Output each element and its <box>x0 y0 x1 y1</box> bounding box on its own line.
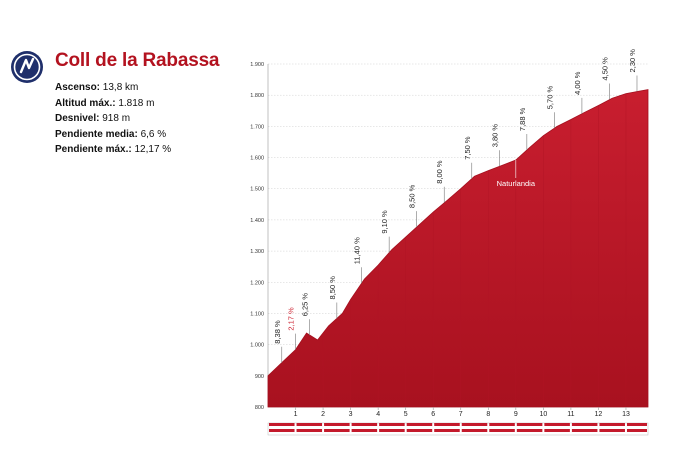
km-bar-segment <box>296 429 323 432</box>
stat-average-grade: Pendiente media: 6,6 % <box>55 127 171 143</box>
x-tick-label: 5 <box>404 411 408 418</box>
km-bar-segment <box>626 423 647 426</box>
gradient-label: 5,70 % <box>545 86 554 110</box>
climb-title: Coll de la Rabassa <box>55 50 220 71</box>
annotation-label: Naturlandia <box>497 179 536 188</box>
stat-label: Pendiente máx.: <box>55 144 132 155</box>
km-bar-segment <box>489 423 515 426</box>
gradient-label: 7,50 % <box>463 136 472 160</box>
km-bar-segment <box>324 429 350 432</box>
y-tick-label: 1.500 <box>250 187 264 193</box>
stat-label: Pendiente media: <box>55 128 138 140</box>
x-tick-label: 13 <box>622 411 630 418</box>
km-bar-segment <box>269 429 295 432</box>
x-tick-label: 1 <box>294 411 298 418</box>
cyclist-logo-icon <box>11 51 43 83</box>
y-tick-label: 1.600 <box>250 156 264 162</box>
km-bar-segment <box>434 429 460 432</box>
x-tick-label: 9 <box>514 411 518 418</box>
stat-value: 918 m <box>102 113 131 124</box>
km-bar-segment <box>351 423 378 426</box>
km-bar-segment <box>544 423 570 426</box>
stat-elevation-gain: Desnivel: 918 m <box>55 111 171 127</box>
y-tick-label: 1.000 <box>250 343 264 349</box>
km-bar-segment <box>406 429 433 432</box>
gradient-label: 2,30 % <box>628 49 637 73</box>
x-tick-label: 8 <box>486 411 490 418</box>
km-bar-segment <box>489 429 515 432</box>
y-tick-label: 1.300 <box>250 249 264 255</box>
x-tick-label: 4 <box>376 411 380 418</box>
x-tick-label: 2 <box>321 411 325 418</box>
stat-label: Desnivel: <box>55 113 100 124</box>
km-bar-segment <box>571 423 598 426</box>
km-bar-segment <box>516 429 543 432</box>
gradient-label: 8,00 % <box>435 160 444 184</box>
gradient-label: 8,38 % <box>273 320 282 344</box>
stat-max-altitude: Altitud máx.: 1.818 m <box>55 96 171 112</box>
km-bar-segment <box>461 429 488 432</box>
x-tick-label: 12 <box>595 411 603 418</box>
gradient-label: 2,17 % <box>287 307 296 331</box>
y-tick-label: 800 <box>255 405 264 411</box>
gradient-label: 9,10 % <box>380 210 389 234</box>
y-tick-label: 1.800 <box>250 93 264 99</box>
y-tick-label: 1.900 <box>250 62 264 68</box>
x-tick-label: 6 <box>431 411 435 418</box>
stat-ascent: Ascenso: 13,8 km <box>55 80 171 96</box>
stat-label: Altitud máx.: <box>55 97 116 109</box>
gradient-label: 11,40 % <box>353 237 362 264</box>
km-bar-segment <box>351 429 378 432</box>
stat-label: Ascenso: <box>55 82 101 93</box>
gradient-label: 4,00 % <box>573 71 582 95</box>
y-tick-label: 1.200 <box>250 280 264 286</box>
gradient-label: 6,25 % <box>300 293 309 317</box>
stat-max-grade: Pendiente máx.: 12,17 % <box>55 142 171 158</box>
km-bar-segment <box>434 423 460 426</box>
km-bar-segment <box>379 423 405 426</box>
km-bar-segment <box>406 423 433 426</box>
gradient-label: 3,80 % <box>490 124 499 148</box>
gradient-label: 4,50 % <box>600 57 609 81</box>
y-tick-label: 1.100 <box>250 311 264 317</box>
km-bar-segment <box>324 423 350 426</box>
km-bar-segment <box>516 423 543 426</box>
stat-value: 13,8 km <box>102 82 139 93</box>
y-tick-label: 1.700 <box>250 124 264 130</box>
x-tick-label: 11 <box>567 411 574 418</box>
stat-value: 1.818 m <box>118 97 155 109</box>
elevation-profile-area <box>267 89 649 408</box>
km-bar-segment <box>461 423 488 426</box>
x-tick-label: 3 <box>349 411 353 418</box>
y-tick-label: 900 <box>255 374 264 380</box>
x-tick-label: 7 <box>459 411 463 418</box>
km-bar-segment <box>571 429 598 432</box>
km-bar-segment <box>599 423 625 426</box>
stat-value: 12,17 % <box>134 144 172 155</box>
km-bar-segment <box>296 423 323 426</box>
gradient-label: 8,50 % <box>328 276 337 300</box>
climb-stats: Ascenso: 13,8 km Altitud máx.: 1.818 m D… <box>55 80 171 158</box>
km-bar-segment <box>599 429 625 432</box>
km-bar-segment <box>626 429 647 432</box>
km-bar-segment <box>379 429 405 432</box>
gradient-label: 7,88 % <box>518 107 527 131</box>
x-tick-label: 10 <box>539 411 547 418</box>
km-bar-segment <box>269 423 295 426</box>
stat-value: 6,6 % <box>140 128 167 140</box>
gradient-label: 8,50 % <box>408 184 417 208</box>
km-bar-segment <box>544 429 570 432</box>
y-tick-label: 1.400 <box>250 218 264 224</box>
